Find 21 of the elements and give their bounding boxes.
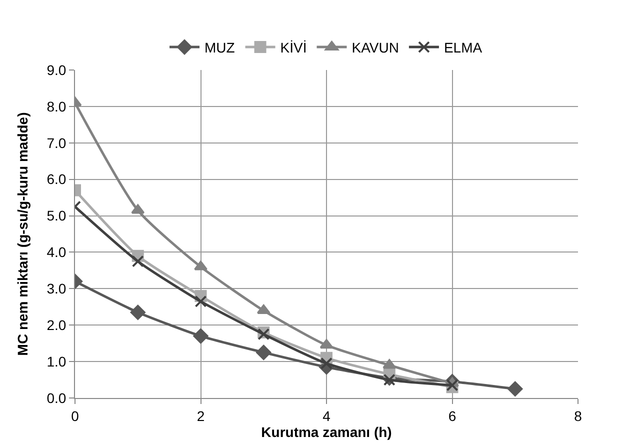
y-tick-label: 7.0 [46,134,66,151]
y-tick-label: 3.0 [46,280,66,297]
y-tick-label: 5.0 [46,208,66,224]
y-tick-label: 4.0 [46,244,66,260]
x-tick-label: 2 [196,408,205,424]
legend-label: ELMA [444,40,483,56]
y-tick-label: 1.0 [46,353,66,370]
y-tick-label: 2.0 [46,317,66,334]
legend-label: KİVİ [280,40,307,56]
y-tick-label: 6.0 [46,171,66,188]
legend-label: MUZ [204,40,236,56]
y-axis-title: MC nem miktarı (g-su/g-kuru madde) [14,112,30,356]
legend-label: KAVUN [352,40,399,56]
x-tick-label: 4 [322,408,331,424]
x-axis-title: Kurutma zamanı (h) [261,424,392,440]
y-tick-label: 9.0 [46,62,66,78]
y-tick-label: 8.0 [46,98,66,114]
y-tick-label: 0.0 [46,390,66,406]
x-tick-label: 6 [448,408,456,424]
x-tick-label: 0 [71,408,80,424]
x-tick-label: 8 [574,408,582,424]
